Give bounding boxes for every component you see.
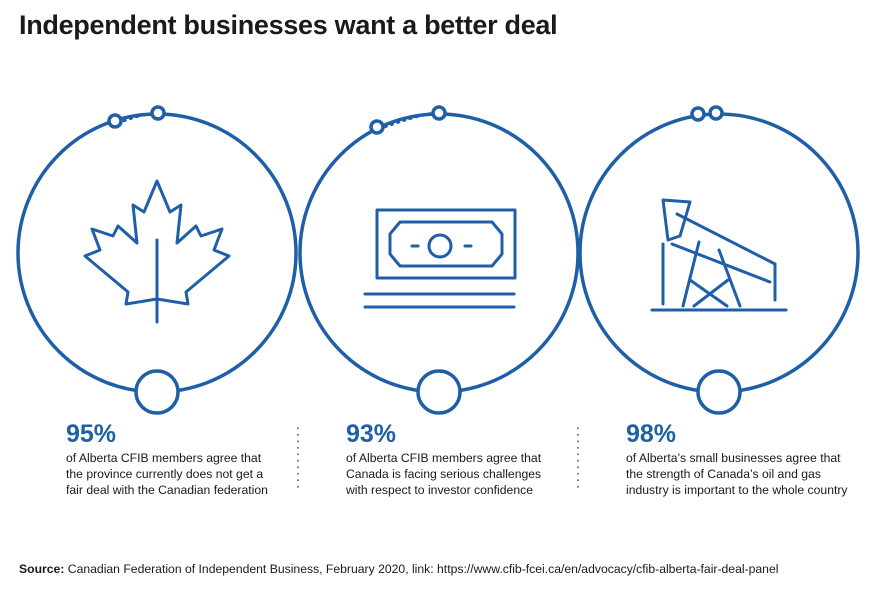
stat-percent: 93%: [346, 420, 397, 448]
stat-desc-line: of Alberta’s small businesses agree that: [626, 451, 841, 465]
oil-pumpjack-icon: [650, 198, 788, 312]
ring-1-top-dots: [107, 105, 166, 129]
ring-1-knob: [134, 369, 180, 415]
stat-desc-line: Canada is facing serious challenges: [346, 467, 542, 481]
ring-2-top-dots: [369, 105, 447, 135]
stat-desc-line: fair deal with the Canadian federation: [66, 483, 268, 497]
ring-3-knob: [696, 369, 742, 415]
stat-block-1: 95% of Alberta CFIB members agree that t…: [66, 418, 268, 498]
stat-desc-line: of Alberta CFIB members agree that: [66, 451, 262, 465]
stat-percent: 95%: [66, 420, 117, 448]
stat-desc-line: the strength of Canada’s oil and gas: [626, 467, 821, 481]
stat-desc-line: of Alberta CFIB members agree that: [346, 451, 542, 465]
stat-block-3: 98% of Alberta’s small businesses agree …: [626, 418, 848, 498]
stat-percent: 98%: [626, 420, 677, 448]
source-text: Canadian Federation of Independent Busin…: [67, 562, 779, 576]
source-footnote: Source: Canadian Federation of Independe…: [19, 562, 778, 576]
source-label: Source:: [19, 562, 65, 576]
stat-desc-line: with respect to investor confidence: [346, 483, 533, 497]
ring-2-knob: [416, 369, 462, 415]
stat-desc-line: the province currently does not get a: [66, 467, 264, 481]
banknote-icon: [363, 208, 517, 309]
stat-block-2: 93% of Alberta CFIB members agree that C…: [346, 418, 541, 498]
page-title: Independent businesses want a better dea…: [19, 10, 558, 40]
maple-leaf-icon: [83, 179, 231, 324]
ring-3-top-dots: [690, 105, 724, 122]
stat-desc-line: industry is important to the whole count…: [626, 483, 848, 497]
